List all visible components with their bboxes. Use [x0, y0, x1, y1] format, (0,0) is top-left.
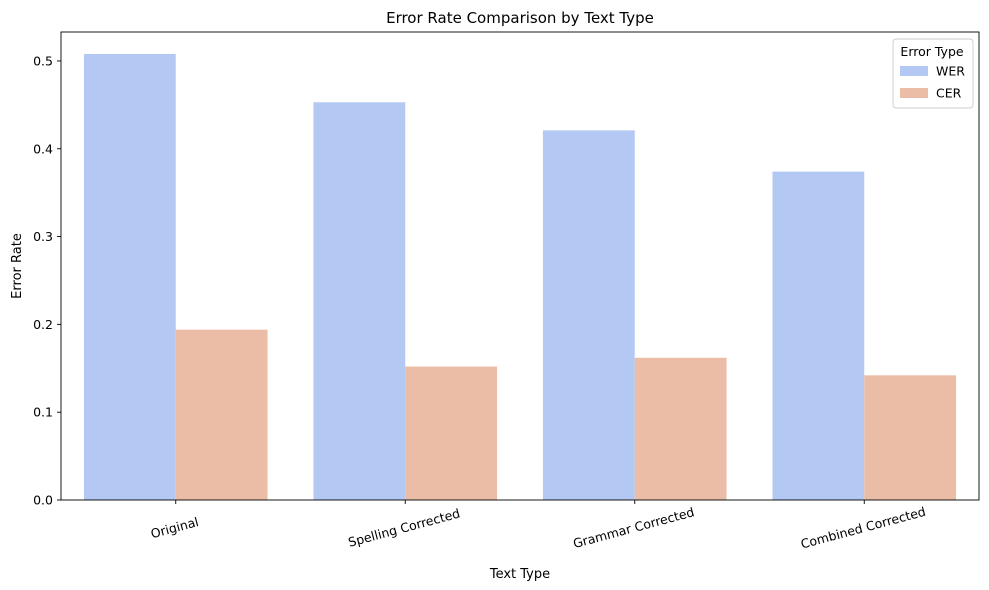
bar-cer-combined-corrected — [864, 375, 957, 500]
legend-swatch-cer — [900, 88, 928, 98]
legend-swatch-wer — [900, 66, 928, 76]
legend-label-wer: WER — [936, 64, 965, 79]
bar-wer-combined-corrected — [772, 171, 865, 501]
bar-cer-original — [175, 329, 268, 500]
bar-cer-grammar-corrected — [634, 357, 727, 500]
bar-wer-spelling-corrected — [313, 102, 406, 501]
x-tick-label: Original — [149, 514, 200, 541]
y-tick-label: 0.2 — [33, 317, 53, 332]
bar-wer-grammar-corrected — [542, 130, 635, 500]
legend-label-cer: CER — [936, 86, 962, 101]
legend: Error Type WER CER — [892, 38, 974, 109]
y-tick-label: 0.3 — [33, 229, 53, 244]
x-tick-label: Combined Corrected — [799, 504, 927, 552]
y-axis-label: Error Rate — [10, 233, 25, 299]
bar-cer-spelling-corrected — [405, 366, 498, 500]
x-tick-label: Grammar Corrected — [571, 504, 696, 551]
y-tick-label: 0.0 — [33, 493, 53, 508]
y-tick-label: 0.1 — [33, 405, 53, 420]
bar-wer-original — [83, 53, 176, 500]
x-axis-label: Text Type — [489, 567, 550, 582]
y-tick-label: 0.4 — [33, 141, 53, 156]
chart-title: Error Rate Comparison by Text Type — [386, 9, 654, 27]
bars-group — [83, 53, 957, 501]
y-tick-label: 0.5 — [33, 53, 53, 68]
y-axis: 0.0 0.1 0.2 0.3 0.4 0.5 — [33, 53, 61, 508]
plot-frame — [60, 31, 980, 501]
x-axis: Original Spelling Corrected Grammar Correc… — [149, 500, 927, 552]
legend-title: Error Type — [900, 44, 963, 59]
x-tick-label: Spelling Corrected — [347, 506, 462, 550]
